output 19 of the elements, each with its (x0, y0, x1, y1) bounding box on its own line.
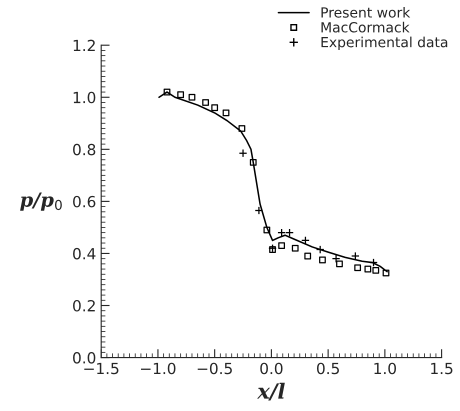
y-tick-label: 1.2 (74, 40, 95, 52)
y-tick-label: 0.8 (73, 144, 96, 156)
x-tick-label: −0.5 (198, 362, 232, 374)
x-tick-label: 1.0 (374, 362, 396, 374)
legend-label: Experimental data (322, 36, 448, 50)
y-tick-label: 0.4 (73, 248, 96, 260)
x-tick-label: 0.5 (316, 362, 339, 374)
x-tick-label: −1.0 (141, 362, 176, 374)
legend-label: Present work (322, 6, 410, 18)
y-tick-label: 0.2 (73, 300, 95, 312)
y-tick-label: 0.0 (73, 352, 96, 364)
x-tick-label: 1.5 (431, 362, 452, 374)
x-tick-label: 0.0 (260, 362, 283, 374)
legend-label: MacCormack (322, 22, 410, 33)
x-tick-label: −1.5 (84, 362, 118, 374)
y-tick-label: 1.0 (74, 92, 96, 104)
x-axis-title: x/l (257, 382, 285, 401)
y-axis-title: p/p$_{0}$ (20, 192, 62, 211)
y-tick-label: 0.6 (73, 196, 96, 208)
